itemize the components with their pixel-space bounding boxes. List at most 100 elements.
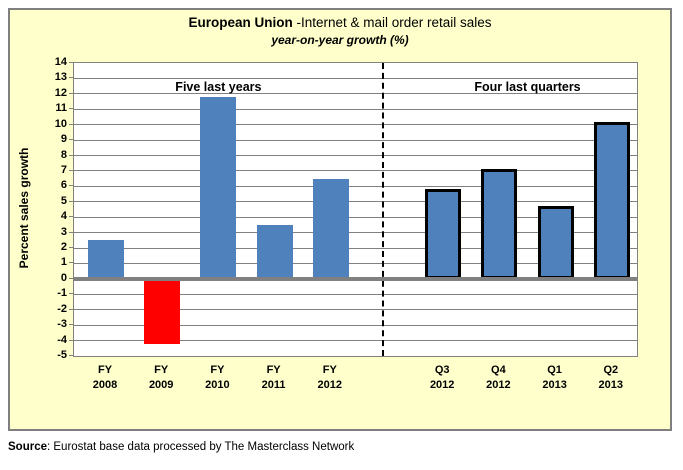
source-note: Source: Eurostat base data processed by … bbox=[8, 441, 354, 453]
x-tick-line: FY bbox=[322, 364, 337, 376]
x-tick-line: 2012 bbox=[486, 379, 511, 391]
x-tick-line: 2008 bbox=[92, 379, 118, 391]
y-tick-mark bbox=[69, 355, 73, 356]
source-text: : Eurostat base data processed by The Ma… bbox=[47, 441, 355, 453]
gridline bbox=[74, 124, 637, 126]
x-tick-line: Q3 bbox=[434, 364, 450, 376]
bar-FY-2008 bbox=[88, 240, 124, 279]
y-tick-mark bbox=[69, 277, 73, 279]
x-tick-label: FY 2011 bbox=[244, 363, 304, 393]
y-tick-label: 12 bbox=[54, 86, 67, 99]
x-tick-label: Q3 2012 bbox=[412, 363, 472, 393]
y-tick-mark bbox=[69, 308, 73, 310]
x-tick-line: 2011 bbox=[261, 379, 286, 391]
y-tick-mark bbox=[69, 139, 73, 141]
bar-FY-2009 bbox=[144, 278, 181, 344]
gridline bbox=[74, 324, 637, 326]
gridline bbox=[74, 108, 637, 110]
source-label: Source bbox=[8, 441, 47, 453]
y-tick-mark bbox=[69, 108, 73, 110]
x-tick-label: FY 2008 bbox=[75, 363, 135, 393]
x-tick-line: 2010 bbox=[205, 379, 230, 391]
gridline bbox=[74, 262, 637, 264]
gridline bbox=[74, 93, 637, 95]
gridline bbox=[74, 247, 637, 249]
y-tick-label: 9 bbox=[60, 133, 67, 146]
y-tick-mark bbox=[69, 247, 73, 249]
x-tick-line: 2013 bbox=[598, 379, 624, 391]
gridline bbox=[74, 201, 637, 203]
y-tick-label: 5 bbox=[60, 194, 67, 207]
y-tick-mark bbox=[69, 324, 73, 326]
gridline bbox=[74, 170, 637, 172]
bar-FY-2011 bbox=[256, 224, 293, 279]
x-tick-line: FY bbox=[97, 364, 113, 376]
y-tick-mark bbox=[69, 92, 73, 94]
x-tick-line: 2009 bbox=[148, 379, 174, 391]
x-tick-line: FY bbox=[266, 364, 281, 376]
section-label: Four last quarters bbox=[474, 80, 581, 94]
section-label: Five last years bbox=[175, 80, 262, 94]
x-tick-line: Q2 bbox=[603, 364, 619, 376]
y-tick-mark bbox=[69, 293, 73, 295]
gridline bbox=[74, 293, 637, 295]
y-tick-label: 0 bbox=[60, 271, 67, 284]
y-tick-label: -1 bbox=[57, 287, 67, 300]
y-tick-mark bbox=[69, 216, 73, 218]
chart-subtitle: year-on-year growth (%) bbox=[271, 33, 409, 47]
x-tick-line: 2012 bbox=[317, 379, 343, 391]
x-tick-line: FY bbox=[154, 364, 169, 376]
gridline bbox=[74, 155, 637, 157]
x-tick-label: FY 2012 bbox=[300, 363, 360, 393]
y-tick-label: 3 bbox=[60, 225, 67, 238]
y-tick-label: 7 bbox=[60, 163, 67, 176]
x-tick-line: 2012 bbox=[429, 379, 455, 391]
bar-Q1-2013 bbox=[537, 206, 574, 279]
y-tick-mark bbox=[69, 123, 73, 125]
y-tick-label: 6 bbox=[60, 179, 67, 192]
y-tick-label: -4 bbox=[57, 333, 67, 346]
y-tick-label: 14 bbox=[54, 56, 67, 68]
gridline bbox=[74, 309, 637, 311]
y-tick-label: -2 bbox=[57, 302, 67, 315]
y-tick-label: -5 bbox=[57, 349, 67, 361]
y-tick-mark bbox=[69, 185, 73, 187]
gridline bbox=[74, 232, 637, 234]
chart-frame: European Union -Internet & mail order re… bbox=[8, 8, 672, 431]
y-tick-label: 8 bbox=[60, 148, 67, 161]
y-tick-label: 4 bbox=[60, 210, 67, 223]
gridline bbox=[74, 340, 637, 342]
x-tick-label: Q2 2013 bbox=[581, 363, 641, 393]
y-tick-mark bbox=[69, 262, 73, 264]
x-tick-label: Q1 2013 bbox=[525, 363, 585, 393]
bar-Q2-2013 bbox=[593, 121, 630, 279]
y-tick-mark bbox=[69, 339, 73, 341]
y-tick-mark bbox=[69, 62, 73, 63]
plot-area: Five last years Four last quarters bbox=[73, 62, 638, 357]
chart-title-rest: -Internet & mail order retail sales bbox=[292, 15, 492, 30]
y-tick-mark bbox=[69, 77, 73, 79]
x-tick-label: FY 2010 bbox=[187, 363, 247, 393]
y-tick-label: 2 bbox=[60, 241, 67, 254]
x-tick-label: Q4 2012 bbox=[468, 363, 528, 393]
y-tick-label: 11 bbox=[55, 102, 67, 115]
y-tick-mark bbox=[69, 200, 73, 202]
bar-Q3-2012 bbox=[425, 189, 462, 279]
gridline bbox=[74, 77, 637, 79]
y-tick-mark bbox=[69, 154, 73, 156]
gridline bbox=[74, 216, 637, 218]
bar-FY-2012 bbox=[312, 178, 349, 279]
y-tick-label: -3 bbox=[57, 318, 67, 331]
y-tick-label: 13 bbox=[54, 71, 67, 84]
y-tick-mark bbox=[69, 231, 73, 233]
gridline bbox=[74, 185, 637, 187]
x-tick-line: FY bbox=[210, 364, 225, 376]
bar-FY-2010 bbox=[200, 96, 237, 279]
x-tick-line: 2013 bbox=[542, 379, 567, 391]
zero-axis-line bbox=[74, 276, 637, 281]
y-tick-label: 10 bbox=[54, 117, 67, 130]
section-divider-line bbox=[382, 63, 384, 356]
chart-title: European Union -Internet & mail order re… bbox=[10, 15, 670, 30]
y-tick-mark bbox=[69, 169, 73, 171]
